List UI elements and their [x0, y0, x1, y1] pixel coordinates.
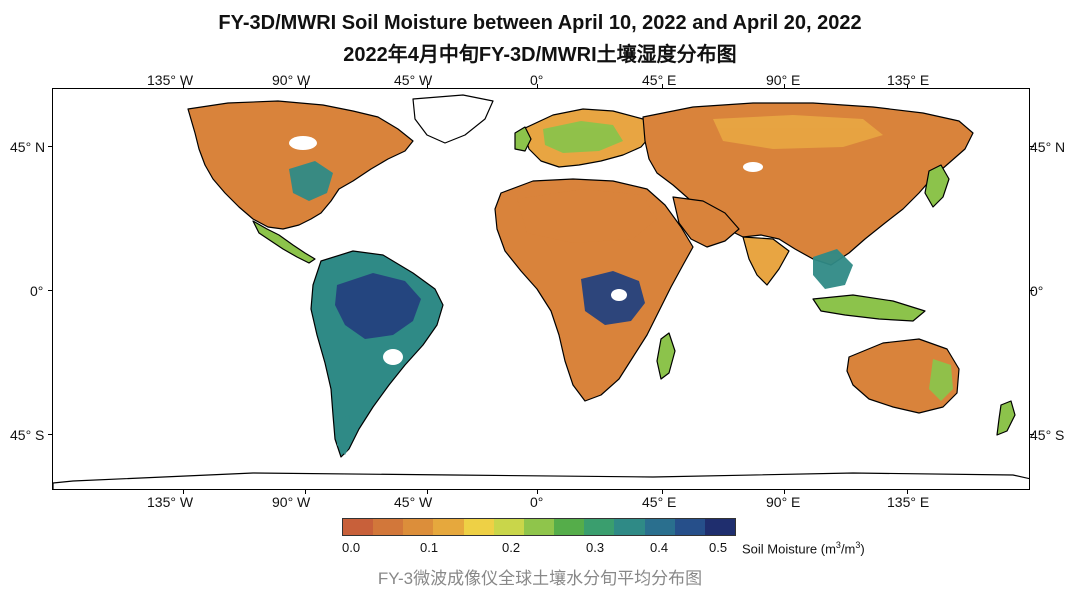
- indonesia-landmass: [812, 294, 926, 322]
- tick-mark: [784, 490, 785, 494]
- lat-label-right-0: 0°: [1030, 283, 1044, 299]
- tick-mark: [48, 290, 52, 291]
- japan-landmass: [924, 164, 950, 208]
- unit-superscript-1: 3: [835, 540, 841, 550]
- eastern-us-wet-zone: [289, 161, 333, 201]
- no-data-patch: [611, 289, 627, 301]
- tick-mark: [48, 146, 52, 147]
- tick-mark: [1030, 290, 1034, 291]
- central-america-landmass: [252, 220, 316, 264]
- tick-mark: [48, 434, 52, 435]
- figure-caption: FY-3微波成像仪全球土壤水分旬平均分布图: [377, 569, 703, 588]
- tick-mark: [907, 84, 908, 88]
- tick-mark: [427, 84, 428, 88]
- tick-mark: [907, 490, 908, 494]
- no-data-patches: [289, 136, 763, 365]
- tick-mark: [427, 490, 428, 494]
- lon-label-top-45e: 45° E: [642, 72, 677, 88]
- colorbar-swatch-4: [463, 519, 494, 535]
- colorbar-label-4: 0.4: [650, 540, 669, 555]
- landmasses: [53, 94, 1029, 489]
- southeast-asia-wet-zone: [813, 249, 853, 289]
- lon-label-bottom-90w: 90° W: [272, 494, 311, 510]
- map-title-chinese: 2022年4月中旬FY-3D/MWRI土壤湿度分布图: [343, 44, 737, 66]
- colorbar-label-0: 0.0: [342, 540, 361, 555]
- lon-label-top-0: 0°: [530, 72, 544, 88]
- greenland-landmass: [412, 94, 494, 144]
- tick-mark: [784, 84, 785, 88]
- colorbar-swatch-6: [523, 519, 555, 535]
- colorbar-swatch-10: [644, 519, 675, 535]
- tick-mark: [537, 490, 538, 494]
- colorbar-swatch-11: [674, 519, 705, 535]
- tick-mark: [305, 84, 306, 88]
- lon-label-bottom-45w: 45° W: [394, 494, 433, 510]
- amazon-very-wet-zone: [335, 273, 421, 339]
- no-data-patch: [743, 162, 763, 172]
- colorbar-swatch-1: [373, 519, 404, 535]
- lat-label-left-0: 0°: [30, 283, 44, 299]
- soil-moisture-colorbar: [342, 518, 736, 536]
- lat-label-right-45s: 45° S: [1030, 427, 1065, 443]
- tick-mark: [183, 490, 184, 494]
- lon-label-bottom-0: 0°: [530, 494, 544, 510]
- tick-mark: [662, 84, 663, 88]
- eastern-australia-moderate-zone: [929, 359, 953, 401]
- moisture-overlays: [289, 115, 953, 455]
- lon-label-top-90w: 90° W: [272, 72, 311, 88]
- tick-mark: [1030, 434, 1034, 435]
- uk-landmass: [514, 126, 532, 152]
- no-data-patch: [383, 349, 403, 365]
- lat-label-left-45n: 45° N: [10, 139, 46, 155]
- tick-mark: [305, 490, 306, 494]
- tick-mark: [1030, 146, 1034, 147]
- unit-prefix: Soil Moisture (m: [742, 541, 836, 557]
- soil-moisture-map: [52, 88, 1030, 490]
- colorbar-swatch-2: [403, 519, 434, 535]
- siberia-semi-dry-zone: [713, 115, 883, 149]
- unit-suffix: ): [860, 541, 865, 557]
- lat-label-left-45s: 45° S: [10, 427, 45, 443]
- colorbar-swatch-0: [343, 519, 374, 535]
- europe-moderate-zone: [543, 121, 623, 153]
- colorbar-unit-label: Soil Moisture (m3/m3): [742, 540, 865, 556]
- tick-mark: [183, 84, 184, 88]
- colorbar-swatch-7: [554, 519, 585, 535]
- lon-label-top-45w: 45° W: [394, 72, 433, 88]
- sahara-dry-zone: [517, 189, 657, 243]
- no-data-patch: [289, 136, 317, 150]
- lon-label-top-135e: 135° E: [887, 72, 930, 88]
- colorbar-swatch-5: [493, 519, 524, 535]
- new-zealand-landmass: [996, 400, 1016, 436]
- southern-chile-wet-zone: [337, 415, 353, 455]
- colorbar-label-1: 0.1: [420, 540, 439, 555]
- unit-superscript-2: 3: [855, 540, 861, 550]
- australia-landmass: [846, 338, 960, 414]
- lon-label-bottom-135w: 135° W: [147, 494, 194, 510]
- lon-label-top-135w: 135° W: [147, 72, 194, 88]
- tick-mark: [662, 490, 663, 494]
- lon-label-top-90e: 90° E: [766, 72, 801, 88]
- colorbar-swatch-12: [704, 519, 736, 535]
- lat-label-right-45n: 45° N: [1030, 139, 1066, 155]
- lon-label-bottom-90e: 90° E: [766, 494, 801, 510]
- india-landmass: [742, 236, 790, 286]
- colorbar-swatch-3: [433, 519, 464, 535]
- map-title-english: FY-3D/MWRI Soil Moisture between April 1…: [218, 12, 862, 34]
- unit-mid: /m: [840, 541, 856, 557]
- colorbar-label-3: 0.3: [586, 540, 605, 555]
- colorbar-label-2: 0.2: [502, 540, 521, 555]
- madagascar-landmass: [656, 332, 676, 380]
- colorbar-label-5: 0.5: [709, 540, 728, 555]
- antarctica-coastline: [53, 472, 1029, 489]
- north-america-landmass: [187, 100, 414, 230]
- colorbar-swatch-8: [584, 519, 615, 535]
- arabian-peninsula-landmass: [672, 196, 740, 248]
- lon-label-bottom-135e: 135° E: [887, 494, 930, 510]
- colorbar-swatch-9: [614, 519, 645, 535]
- lon-label-bottom-45e: 45° E: [642, 494, 677, 510]
- tick-mark: [537, 84, 538, 88]
